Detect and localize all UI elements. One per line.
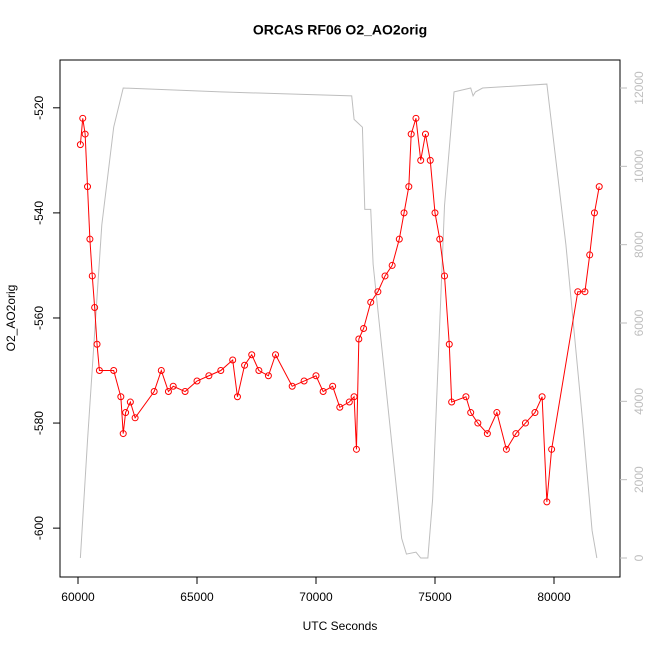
point <box>88 272 96 280</box>
y2-tick-label: 12000 <box>632 71 646 105</box>
y-axis-label: O2_AO2orig <box>4 285 18 352</box>
point <box>502 445 510 453</box>
point <box>126 398 134 406</box>
point <box>431 209 439 217</box>
point <box>400 209 408 217</box>
point <box>81 130 89 138</box>
point <box>131 414 139 422</box>
point <box>312 372 320 380</box>
point <box>405 183 413 191</box>
point <box>595 183 603 191</box>
point <box>248 351 256 359</box>
x-axis-label: UTC Seconds <box>303 619 378 633</box>
point <box>193 377 201 385</box>
point <box>319 388 327 396</box>
point <box>181 388 189 396</box>
point <box>350 393 358 401</box>
point <box>117 393 125 401</box>
x-tick-label: 65000 <box>180 590 214 604</box>
y-tick-label: -540 <box>32 201 46 225</box>
point <box>467 409 475 417</box>
point <box>119 430 127 438</box>
point <box>512 430 520 438</box>
point <box>95 367 103 375</box>
point <box>531 409 539 417</box>
point <box>229 356 237 364</box>
point <box>581 288 589 296</box>
point <box>493 409 501 417</box>
point <box>264 372 272 380</box>
point <box>412 114 420 122</box>
point <box>300 377 308 385</box>
y2-tick-label: 2000 <box>632 466 646 493</box>
point <box>441 272 449 280</box>
y2-tick-label: 4000 <box>632 388 646 415</box>
point <box>445 340 453 348</box>
point <box>590 209 598 217</box>
point <box>169 382 177 390</box>
point <box>241 361 249 369</box>
x-tick-label: 60000 <box>61 590 95 604</box>
point <box>86 235 94 243</box>
point <box>521 419 529 427</box>
point <box>374 288 382 296</box>
point <box>272 351 280 359</box>
point <box>164 388 172 396</box>
point <box>448 398 456 406</box>
y-tick-label: -560 <box>32 306 46 330</box>
x-tick-label: 80000 <box>537 590 571 604</box>
point <box>336 403 344 411</box>
point <box>329 382 337 390</box>
y2-tick-label: 6000 <box>632 309 646 336</box>
x-tick-label: 70000 <box>299 590 333 604</box>
point <box>436 235 444 243</box>
y2-tick-label: 8000 <box>632 231 646 258</box>
point <box>574 288 582 296</box>
series-line <box>79 83 598 559</box>
point <box>407 130 415 138</box>
point <box>255 367 263 375</box>
point <box>91 303 99 311</box>
point <box>352 445 360 453</box>
point <box>110 367 118 375</box>
point <box>93 340 101 348</box>
point <box>586 251 594 259</box>
y-tick-label: -600 <box>32 516 46 540</box>
point <box>381 272 389 280</box>
point <box>367 298 375 306</box>
point <box>417 156 425 164</box>
point <box>79 114 87 122</box>
point <box>76 141 84 149</box>
point <box>345 398 353 406</box>
point <box>462 393 470 401</box>
point <box>543 498 551 506</box>
y-tick-label: -520 <box>32 95 46 119</box>
y2-tick-label: 0 <box>632 554 646 561</box>
point <box>150 388 158 396</box>
plot-frame <box>59 59 621 578</box>
y-tick-label: -580 <box>32 411 46 435</box>
point <box>233 393 241 401</box>
point <box>395 235 403 243</box>
x-tick-label: 75000 <box>418 590 452 604</box>
point <box>84 183 92 191</box>
chart-title: ORCAS RF06 O2_AO2orig <box>253 22 427 38</box>
point <box>205 372 213 380</box>
point <box>426 156 434 164</box>
point <box>288 382 296 390</box>
point <box>388 261 396 269</box>
point <box>355 335 363 343</box>
point <box>421 130 429 138</box>
point <box>474 419 482 427</box>
point <box>122 409 130 417</box>
point <box>483 430 491 438</box>
point <box>538 393 546 401</box>
point <box>217 367 225 375</box>
point <box>360 324 368 332</box>
point <box>157 367 165 375</box>
series-line <box>79 118 600 502</box>
point <box>548 445 556 453</box>
y2-tick-label: 10000 <box>632 149 646 183</box>
